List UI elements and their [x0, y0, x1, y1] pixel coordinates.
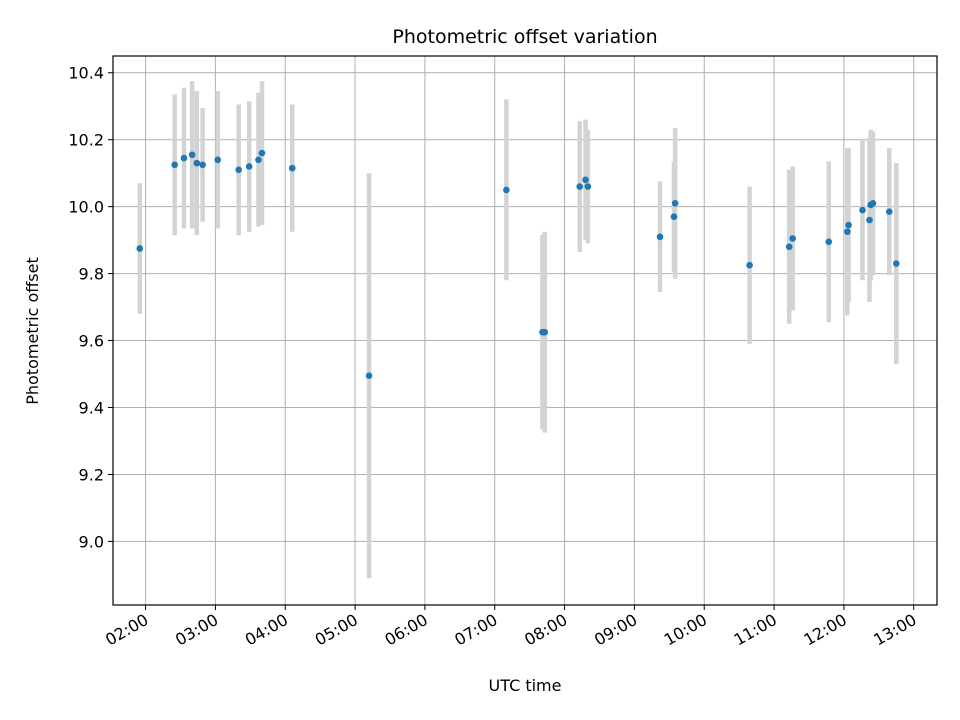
data-point — [825, 238, 833, 246]
data-point — [582, 176, 589, 184]
data-point — [214, 156, 222, 164]
data-point — [503, 186, 510, 194]
data-point — [188, 151, 196, 159]
data-point — [288, 164, 296, 172]
data-point — [845, 221, 852, 229]
data-point — [199, 161, 206, 169]
data-point — [235, 166, 242, 174]
x-axis-label: UTC time — [489, 676, 562, 695]
data-point — [180, 154, 188, 162]
chart-title: Photometric offset variation — [392, 26, 657, 48]
data-point — [859, 206, 866, 214]
data-point — [746, 261, 753, 269]
data-point — [258, 149, 266, 157]
y-tick-label: 9.0 — [79, 532, 104, 551]
y-tick-label: 10.0 — [68, 198, 104, 217]
y-tick-label: 9.2 — [79, 465, 104, 484]
data-point — [136, 245, 144, 252]
plot-frame — [112, 55, 938, 606]
y-tick-label: 10.4 — [68, 64, 104, 83]
data-point — [885, 208, 893, 215]
y-tick-label: 10.2 — [68, 131, 104, 150]
y-tick-label: 9.8 — [79, 265, 104, 284]
data-point — [866, 216, 873, 224]
data-point — [193, 159, 201, 167]
data-point — [844, 228, 851, 236]
data-point — [255, 156, 262, 164]
y-tick-label: 9.4 — [79, 398, 104, 417]
data-point — [789, 235, 796, 242]
data-point — [576, 183, 584, 190]
data-point — [171, 161, 178, 169]
data-points — [136, 149, 900, 379]
data-point — [869, 199, 877, 207]
data-point — [670, 213, 678, 220]
grid-lines — [113, 56, 937, 605]
data-point — [656, 233, 664, 241]
data-point — [365, 372, 373, 379]
data-point — [785, 243, 793, 251]
y-tick-label: 9.6 — [79, 332, 104, 351]
y-axis-ticks: 9.0 9.2 9.4 9.6 9.8 10.0 10.2 10.4 — [68, 64, 113, 551]
data-point — [541, 328, 549, 336]
y-axis-label: Photometric offset — [23, 257, 42, 405]
data-point — [892, 260, 900, 267]
data-point — [245, 163, 253, 170]
data-point — [584, 183, 592, 190]
data-point — [671, 199, 679, 207]
